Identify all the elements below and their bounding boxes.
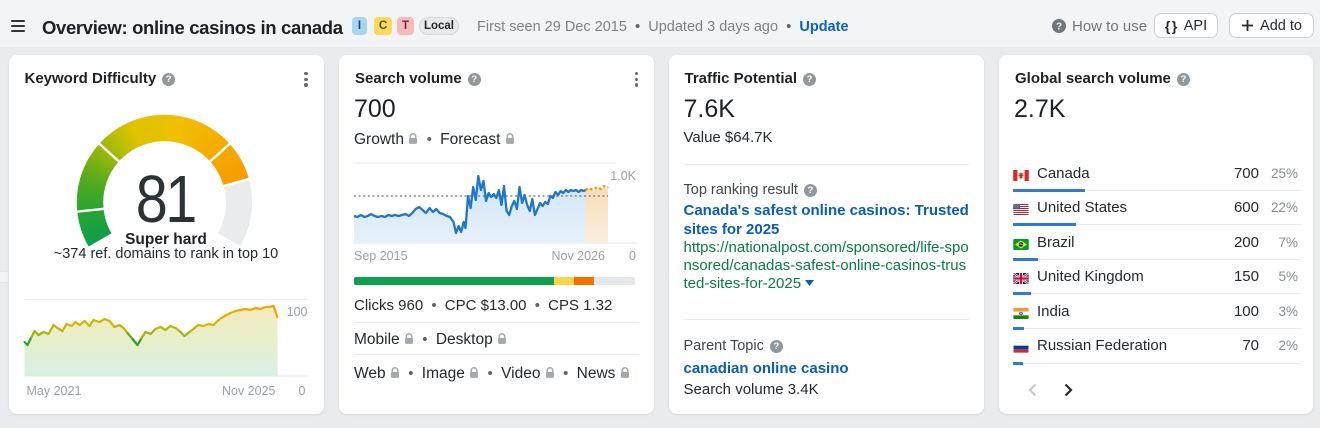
svg-text:?: ? xyxy=(1056,21,1062,32)
